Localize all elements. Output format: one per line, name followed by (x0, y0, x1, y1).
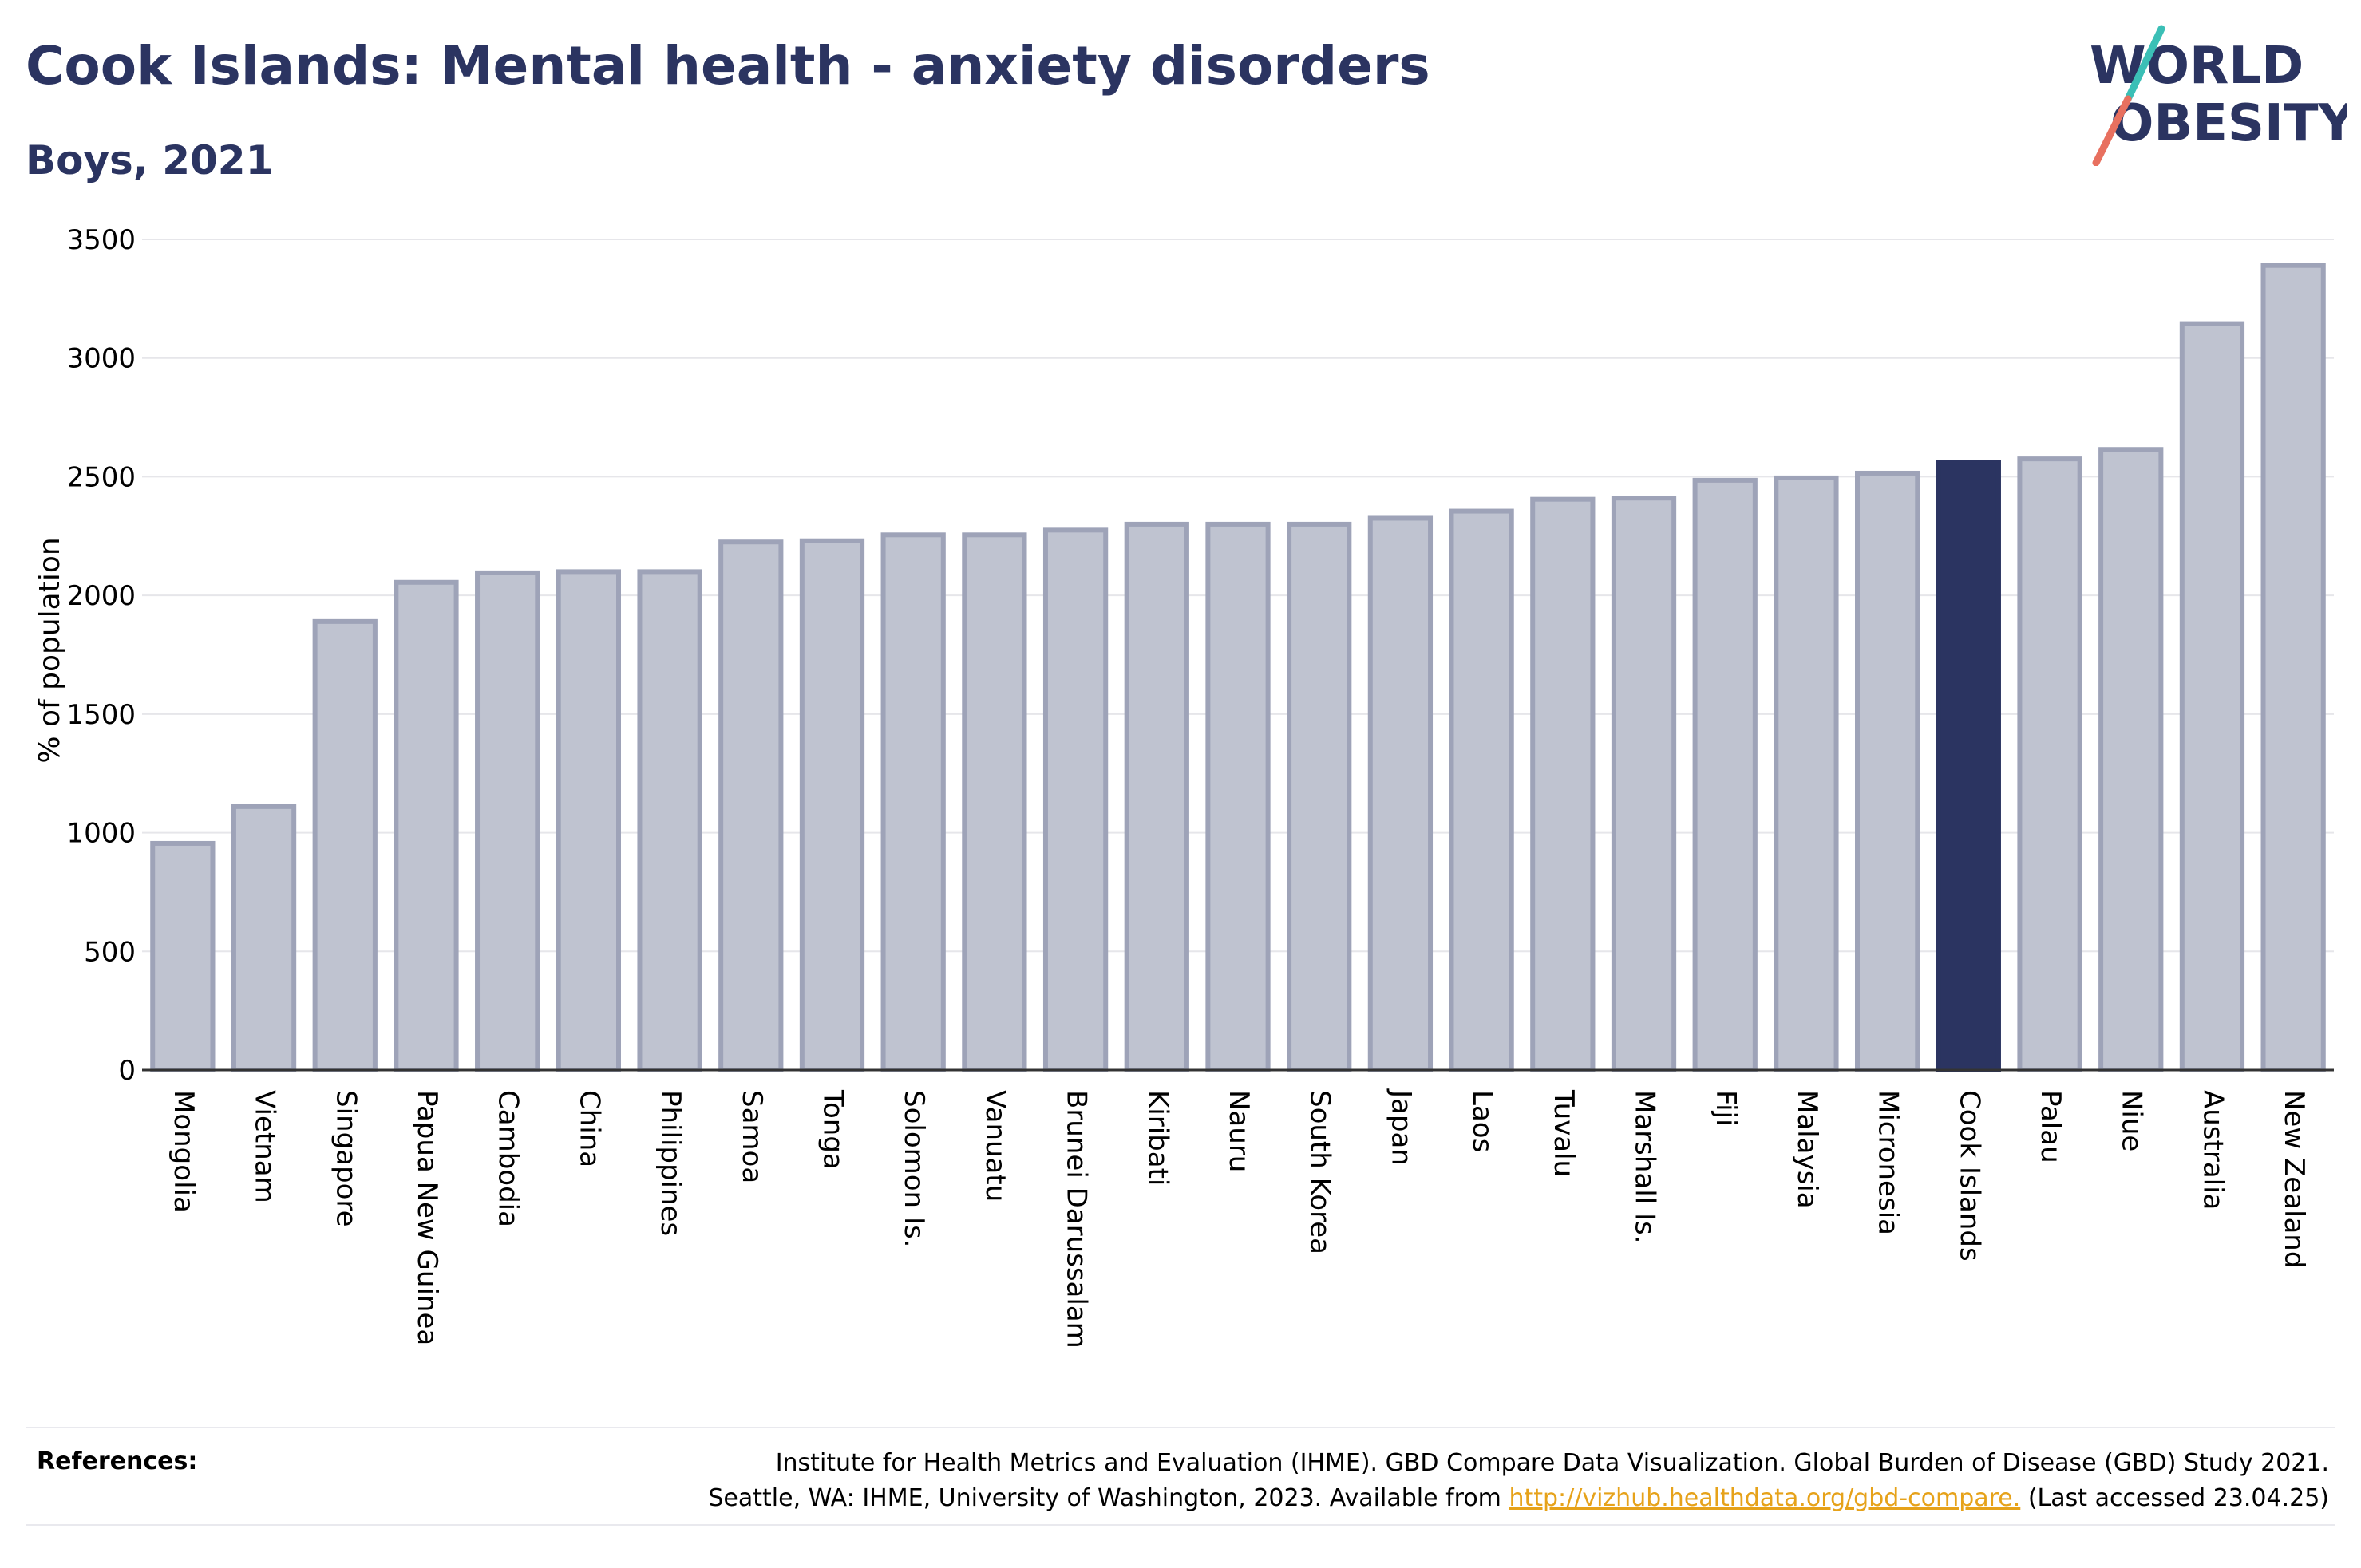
x-tick-label: Papua New Guinea (411, 1090, 443, 1345)
bar-malaysia (1774, 475, 1839, 1072)
bar-marshall-is (1611, 496, 1677, 1072)
bar-singapore (312, 618, 378, 1072)
bar-tuvalu (1530, 496, 1596, 1072)
bar-vanuatu (962, 532, 1027, 1072)
x-tick-label: Vanuatu (979, 1090, 1011, 1202)
bar-vietnam (231, 804, 297, 1073)
x-tick-label: Kiribati (1141, 1090, 1173, 1186)
bar-cook-islands (1936, 460, 2001, 1072)
y-tick-label: 500 (84, 936, 136, 968)
x-tick-label: Philippines (655, 1090, 686, 1236)
references-label: References: (37, 1448, 198, 1475)
y-tick-label: 0 (118, 1055, 136, 1087)
logo-text-world: WORLD (2090, 37, 2304, 96)
bar-samoa (718, 539, 784, 1072)
x-tick-label: Micronesia (1873, 1090, 1904, 1235)
x-tick-label: Laos (1466, 1090, 1498, 1152)
bar-solomon-is (880, 532, 946, 1072)
bar-china (556, 569, 622, 1072)
x-tick-label: Tuvalu (1548, 1089, 1580, 1177)
bar-tonga (799, 538, 865, 1072)
logo-slash-coral (2092, 95, 2132, 166)
bar-chart: 0 500 1000 1500 2000 2500 3000 3500 Mongolia Vie… (34, 224, 2334, 1349)
bar-philippines (637, 569, 702, 1072)
x-tick-label: Nauru (1223, 1090, 1255, 1172)
y-tick-label: 1000 (66, 818, 136, 850)
x-tick-label: Japan (1385, 1088, 1417, 1166)
x-tick-label: Brunei Darussalam (1061, 1090, 1093, 1349)
x-tick-label: Australia (2197, 1090, 2229, 1210)
x-tick-label: Cambodia (492, 1090, 524, 1227)
references-divider-bottom (26, 1524, 2335, 1526)
x-tick-label: Palau (2035, 1090, 2066, 1163)
x-tick-label: New Zealand (2278, 1090, 2310, 1268)
bar-palau (2017, 456, 2082, 1072)
references-line-1: Institute for Health Metrics and Evaluat… (775, 1449, 2329, 1477)
y-axis-label: % of population (34, 537, 66, 763)
x-tick-label: Vietnam (249, 1090, 281, 1203)
bar-nauru (1205, 521, 1271, 1072)
x-tick-label: China (573, 1090, 605, 1167)
x-tick-label: Mongolia (168, 1090, 200, 1213)
x-tick-label: Cook Islands (1953, 1090, 1985, 1262)
bar-fiji (1692, 477, 1758, 1072)
bar-south-korea (1287, 521, 1352, 1072)
references-line-2-pre: Seattle, WA: IHME, University of Washing… (708, 1484, 1509, 1512)
x-tick-label: Solomon Is. (898, 1090, 930, 1247)
y-tick-label: 3000 (66, 343, 136, 375)
chart-title: Cook Islands: Mental health - anxiety di… (26, 35, 1430, 97)
bar-japan (1367, 515, 1434, 1072)
y-tick-label: 3500 (66, 224, 136, 256)
bar-papua-new-guinea (394, 579, 459, 1072)
references-line-2: Seattle, WA: IHME, University of Washing… (708, 1481, 2329, 1516)
world-obesity-logo: WORLD OBESITY (2090, 25, 2347, 166)
x-tick-label: Marshall Is. (1629, 1090, 1661, 1244)
bar-laos (1449, 508, 1514, 1072)
x-tick-label: Niue (2116, 1090, 2148, 1151)
x-tick-labels: Mongolia Vietnam Singapore Papua New Guinea… (168, 1088, 2310, 1349)
references-divider-top (26, 1427, 2335, 1428)
logo-text-obesity: OBESITY (2110, 94, 2347, 153)
x-tick-label: Fiji (1710, 1090, 1742, 1126)
references-text: Institute for Health Metrics and Evaluat… (708, 1446, 2329, 1516)
y-tick-labels: 0 500 1000 1500 2000 2500 3000 3500 (66, 224, 136, 1087)
bar-cambodia (475, 570, 540, 1072)
bar-new-zealand (2260, 263, 2326, 1072)
y-tick-label: 1500 (66, 699, 136, 731)
y-tick-label: 2000 (66, 580, 136, 612)
y-tick-label: 2500 (66, 461, 136, 493)
bar-layer (142, 263, 2334, 1073)
bar-mongolia (150, 840, 216, 1072)
bar-niue (2098, 447, 2164, 1072)
bar-brunei-darussalam (1042, 527, 1109, 1072)
bar-australia (2179, 321, 2245, 1072)
chart-subtitle: Boys, 2021 (26, 137, 274, 184)
x-tick-label: Malaysia (1791, 1090, 1823, 1209)
bar-kiribati (1124, 521, 1189, 1072)
x-tick-label: Tonga (817, 1089, 848, 1170)
x-tick-label: Singapore (330, 1090, 362, 1227)
references-link[interactable]: http://vizhub.healthdata.org/gbd-compare… (1509, 1484, 2021, 1512)
logo-slash-teal (2124, 25, 2165, 103)
x-tick-label: South Korea (1304, 1090, 1336, 1254)
x-tick-label: Samoa (736, 1090, 768, 1183)
bar-micronesia (1854, 470, 1920, 1072)
references-line-2-post: (Last accessed 23.04.25) (2020, 1484, 2329, 1512)
